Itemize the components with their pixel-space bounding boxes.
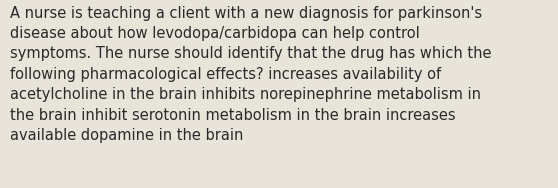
Text: A nurse is teaching a client with a new diagnosis for parkinson's
disease about : A nurse is teaching a client with a new …	[10, 6, 492, 143]
